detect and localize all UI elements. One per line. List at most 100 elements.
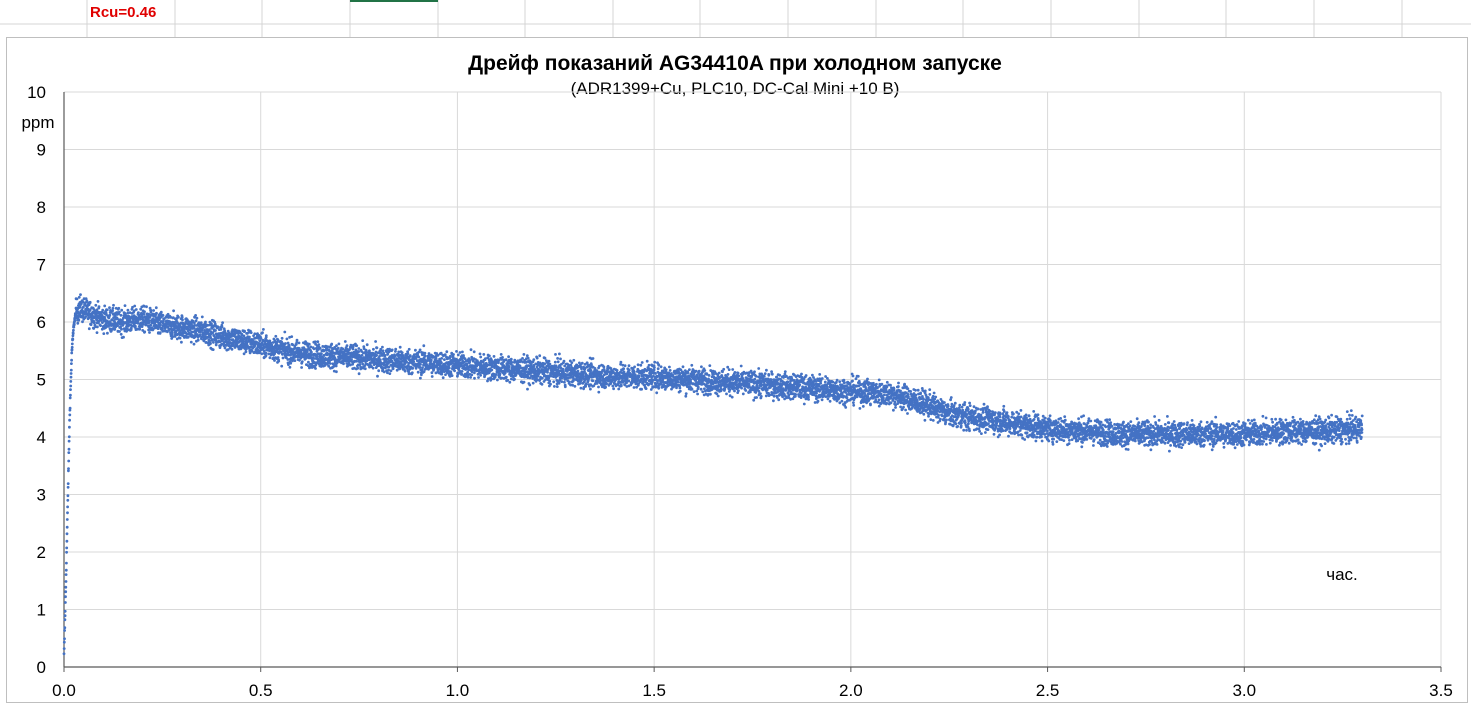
data-point (374, 340, 377, 343)
data-point (731, 368, 735, 371)
data-point (103, 304, 107, 308)
data-point (802, 402, 806, 406)
y-tick-label: 1 (37, 601, 46, 620)
chart-area[interactable] (6, 37, 1468, 703)
data-point (149, 309, 153, 312)
data-point (363, 367, 367, 371)
data-point (300, 360, 304, 363)
data-point (96, 300, 100, 303)
data-point (555, 385, 559, 388)
data-point (365, 343, 369, 347)
data-point (690, 363, 694, 367)
data-point (391, 367, 395, 371)
data-point (341, 347, 345, 351)
data-point (573, 384, 577, 388)
data-point (684, 392, 688, 395)
data-point (213, 334, 216, 338)
data-point (262, 328, 265, 331)
data-point (692, 390, 696, 393)
data-point (591, 379, 595, 383)
data-point (335, 344, 338, 348)
x-axis-label: час. (1326, 565, 1358, 584)
data-point (345, 344, 349, 347)
data-point (72, 322, 76, 326)
data-point (159, 310, 163, 314)
data-point (379, 347, 383, 351)
data-point (305, 349, 309, 353)
data-point (111, 306, 115, 310)
data-point (456, 353, 460, 357)
data-point (627, 368, 631, 372)
data-point (81, 320, 84, 324)
data-point (142, 312, 146, 316)
data-point (119, 332, 123, 336)
data-point (754, 374, 758, 378)
data-point (416, 370, 420, 374)
data-point (619, 360, 623, 364)
data-point (763, 372, 767, 375)
data-point (717, 371, 721, 375)
data-point (647, 363, 651, 367)
data-point (66, 505, 69, 509)
data-point (479, 373, 482, 377)
data-point (492, 355, 496, 358)
data-point (120, 327, 123, 331)
data-point (554, 353, 557, 356)
y-tick-label: 4 (37, 428, 46, 447)
data-point (589, 369, 593, 372)
data-point (469, 348, 473, 352)
data-point (655, 391, 659, 395)
data-point (219, 328, 223, 331)
data-point (403, 369, 407, 373)
data-point (312, 347, 316, 351)
data-point (310, 350, 313, 354)
data-point (543, 356, 547, 360)
y-tick-label: 10 (27, 83, 46, 102)
data-point (744, 389, 748, 392)
data-point (753, 377, 757, 381)
data-point (804, 374, 808, 377)
data-point (623, 364, 627, 368)
data-point (535, 356, 539, 360)
data-point (465, 362, 469, 366)
data-point (70, 362, 73, 365)
data-point (88, 308, 92, 312)
data-point (422, 344, 426, 348)
data-point (549, 382, 552, 386)
data-point (659, 365, 663, 369)
data-point (783, 370, 787, 373)
data-point (522, 353, 526, 356)
data-point (143, 330, 147, 334)
data-point (389, 369, 393, 373)
data-point (65, 518, 69, 521)
data-point (65, 532, 69, 536)
data-point (97, 305, 101, 309)
data-point (73, 319, 77, 323)
data-point (684, 394, 688, 398)
data-point (455, 350, 458, 353)
data-point (657, 386, 661, 390)
data-point (737, 374, 741, 378)
data-point (549, 374, 553, 378)
data-point (214, 329, 217, 332)
data-point (249, 331, 253, 334)
data-point (572, 358, 576, 362)
data-point (508, 380, 512, 384)
data-point (678, 389, 682, 393)
data-point (123, 304, 127, 307)
data-point (568, 380, 571, 384)
data-point (440, 357, 444, 360)
data-point (89, 323, 93, 326)
data-point (177, 315, 180, 319)
data-point (419, 376, 422, 380)
data-point (120, 308, 124, 312)
data-point (708, 364, 712, 367)
data-point (108, 306, 111, 310)
data-point (280, 336, 284, 340)
data-point (633, 373, 637, 376)
data-point (307, 342, 311, 346)
data-point (101, 308, 105, 312)
y-tick-label: 0 (37, 658, 46, 677)
data-point (764, 394, 768, 398)
